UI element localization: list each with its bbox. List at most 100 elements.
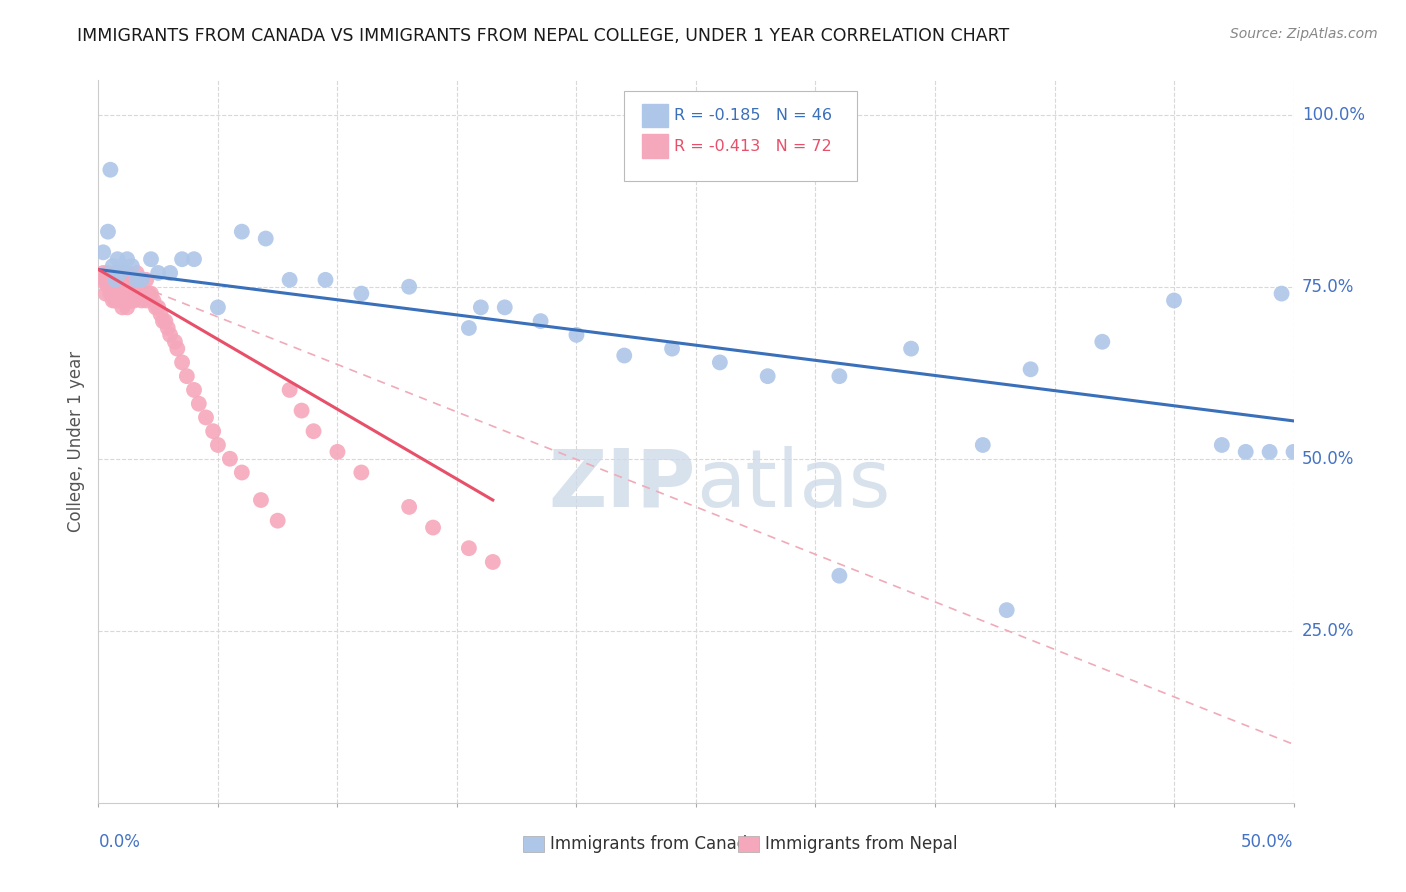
Point: [1271, 286, 1294, 301]
Point: [101, 273, 124, 287]
Point: [114, 286, 136, 301]
Point: [114, 273, 136, 287]
Point: [107, 293, 129, 308]
Point: [155, 314, 177, 328]
Point: [139, 286, 162, 301]
Point: [111, 259, 134, 273]
Point: [828, 568, 851, 582]
Point: [128, 286, 150, 301]
Text: ZIP: ZIP: [548, 446, 696, 524]
Point: [139, 252, 162, 267]
Point: [148, 301, 170, 315]
Point: [115, 266, 138, 280]
Point: [176, 369, 198, 384]
Point: [121, 273, 143, 287]
Point: [207, 438, 229, 452]
Point: [135, 273, 157, 287]
Point: [121, 259, 143, 273]
Point: [900, 342, 922, 356]
Text: 50.0%: 50.0%: [1302, 450, 1354, 467]
Point: [1211, 438, 1233, 452]
Point: [104, 273, 127, 287]
Point: [94, 286, 117, 301]
Point: [91, 245, 114, 260]
Point: [530, 314, 553, 328]
Point: [104, 266, 127, 280]
Point: [131, 273, 153, 287]
Point: [458, 321, 481, 335]
Point: [97, 225, 120, 239]
Point: [1091, 334, 1114, 349]
Point: [565, 327, 588, 342]
Text: R = -0.413   N = 72: R = -0.413 N = 72: [675, 138, 832, 153]
Point: [315, 273, 337, 287]
Point: [97, 279, 120, 293]
Point: [104, 293, 127, 308]
Point: [104, 279, 127, 293]
Point: [398, 279, 420, 293]
Text: R = -0.185   N = 46: R = -0.185 N = 46: [675, 108, 832, 123]
FancyBboxPatch shape: [523, 836, 544, 852]
Point: [121, 293, 143, 308]
Point: [98, 162, 122, 177]
Point: [398, 500, 420, 514]
Point: [1163, 293, 1185, 308]
Text: 0.0%: 0.0%: [98, 833, 141, 851]
Text: Source: ZipAtlas.com: Source: ZipAtlas.com: [1230, 27, 1378, 41]
Text: IMMIGRANTS FROM CANADA VS IMMIGRANTS FROM NEPAL COLLEGE, UNDER 1 YEAR CORRELATIO: IMMIGRANTS FROM CANADA VS IMMIGRANTS FRO…: [77, 27, 1010, 45]
Point: [350, 466, 373, 480]
Point: [278, 273, 301, 287]
Point: [91, 266, 114, 280]
Point: [163, 334, 186, 349]
Point: [202, 424, 225, 438]
Point: [108, 273, 131, 287]
Point: [1258, 445, 1281, 459]
Point: [172, 355, 194, 369]
Point: [90, 273, 112, 287]
Point: [613, 349, 636, 363]
Point: [115, 252, 138, 267]
Point: [1019, 362, 1042, 376]
Text: Immigrants from Nepal: Immigrants from Nepal: [765, 835, 957, 853]
Point: [661, 342, 683, 356]
Point: [111, 266, 134, 280]
Point: [302, 424, 325, 438]
Point: [111, 301, 134, 315]
Point: [458, 541, 481, 556]
Point: [267, 514, 290, 528]
Text: Immigrants from Canada: Immigrants from Canada: [550, 835, 758, 853]
Point: [107, 279, 129, 293]
Point: [142, 293, 165, 308]
Point: [828, 369, 851, 384]
Point: [159, 327, 181, 342]
Point: [132, 286, 155, 301]
Point: [115, 301, 138, 315]
Point: [207, 301, 229, 315]
Point: [250, 493, 273, 508]
Point: [278, 383, 301, 397]
Point: [149, 307, 172, 321]
Text: 25.0%: 25.0%: [1302, 622, 1354, 640]
Point: [98, 286, 122, 301]
FancyBboxPatch shape: [643, 135, 668, 158]
Point: [481, 555, 505, 569]
Point: [107, 252, 129, 267]
Point: [108, 286, 131, 301]
Point: [125, 266, 148, 280]
Point: [350, 286, 373, 301]
Point: [97, 266, 120, 280]
Point: [111, 279, 134, 293]
Point: [254, 231, 277, 245]
Point: [231, 225, 253, 239]
Point: [195, 410, 218, 425]
Point: [101, 293, 124, 308]
Point: [145, 301, 167, 315]
Point: [101, 259, 124, 273]
Point: [115, 279, 138, 293]
Point: [131, 273, 153, 287]
Y-axis label: College, Under 1 year: College, Under 1 year: [67, 351, 86, 533]
Point: [291, 403, 314, 417]
Point: [125, 273, 148, 287]
Point: [94, 273, 117, 287]
Point: [326, 445, 349, 459]
